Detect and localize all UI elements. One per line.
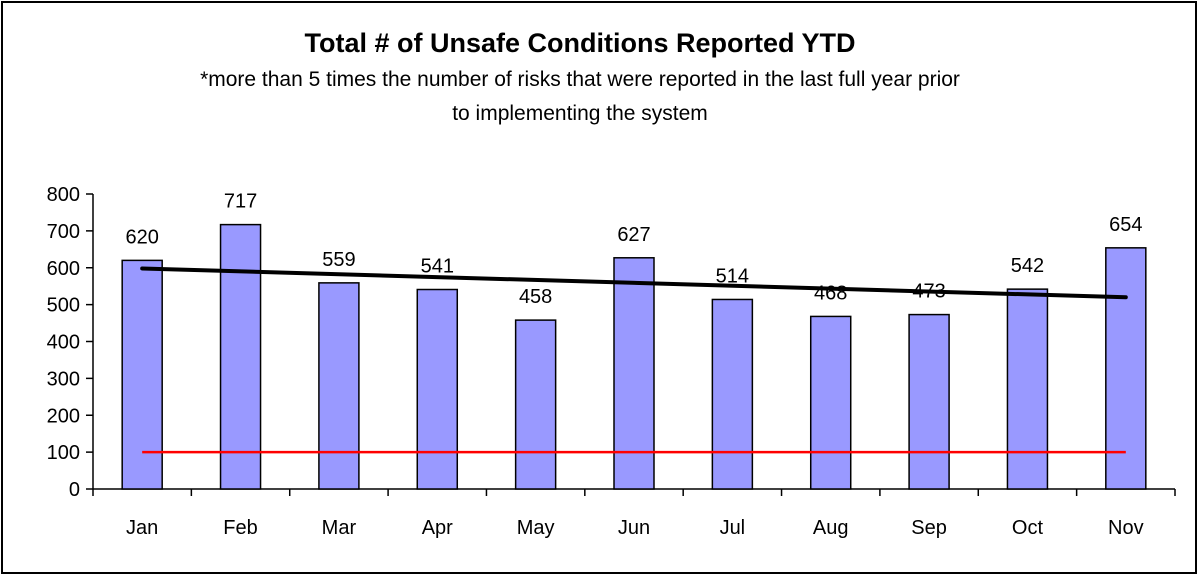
x-tick-label: Sep: [911, 517, 947, 539]
y-tick-label: 300: [47, 368, 80, 390]
bar: [908, 313, 950, 490]
chart-title: Total # of Unsafe Conditions Reported YT…: [304, 28, 856, 58]
y-tick-label: 600: [47, 258, 80, 280]
y-tick-label: 500: [47, 295, 80, 317]
bar: [809, 315, 852, 490]
bar: [219, 223, 262, 490]
x-tick-label: May: [517, 517, 555, 539]
data-label: 559: [322, 249, 355, 271]
y-tick-label: 700: [47, 221, 80, 243]
bar: [1105, 247, 1147, 490]
data-label: 468: [814, 282, 847, 304]
data-label: 654: [1109, 214, 1142, 236]
bar: [711, 298, 754, 490]
bar: [613, 257, 655, 490]
bar: [121, 259, 163, 490]
data-label: 717: [224, 191, 257, 213]
x-tick-label: Oct: [1012, 517, 1044, 539]
x-tick-label: Jan: [126, 517, 158, 539]
y-tick-label: 100: [47, 442, 80, 464]
bar: [514, 319, 557, 490]
data-label: 627: [617, 224, 650, 246]
bars: [121, 223, 1147, 490]
x-tick-label: Jul: [720, 517, 746, 539]
overlay-lines: [140, 266, 1128, 454]
x-tick-label: Apr: [422, 517, 453, 539]
x-tick-label: Mar: [322, 517, 357, 539]
trend-line: [140, 266, 1128, 300]
bar: [416, 288, 459, 490]
x-tick-label: Nov: [1108, 517, 1144, 539]
axes: 0 100 200 300 400 500 600 700 800 Jan Feb Mar Apr May…: [47, 184, 1176, 539]
x-tick-label: Jun: [618, 517, 650, 539]
data-label: 620: [125, 226, 158, 248]
bar: [1006, 288, 1049, 490]
y-tick-label: 200: [47, 405, 80, 427]
data-label: 514: [716, 265, 749, 287]
chart-subtitle-line-2: to implementing the system: [452, 102, 708, 125]
data-label: 458: [519, 286, 552, 308]
bar: [318, 282, 360, 490]
chart-subtitle-line-1: *more than 5 times the number of risks t…: [200, 68, 960, 91]
data-label: 473: [912, 281, 945, 303]
data-label: 541: [421, 256, 454, 278]
x-tick-label: Aug: [813, 517, 849, 539]
y-tick-label: 0: [69, 479, 80, 501]
data-labels: 620 717 559 541 458 627 514 468 473 542 654: [125, 191, 1142, 309]
x-tick-label: Feb: [223, 517, 257, 539]
y-tick-label: 800: [47, 184, 80, 206]
data-label: 542: [1011, 255, 1044, 277]
y-tick-label: 400: [47, 332, 80, 354]
